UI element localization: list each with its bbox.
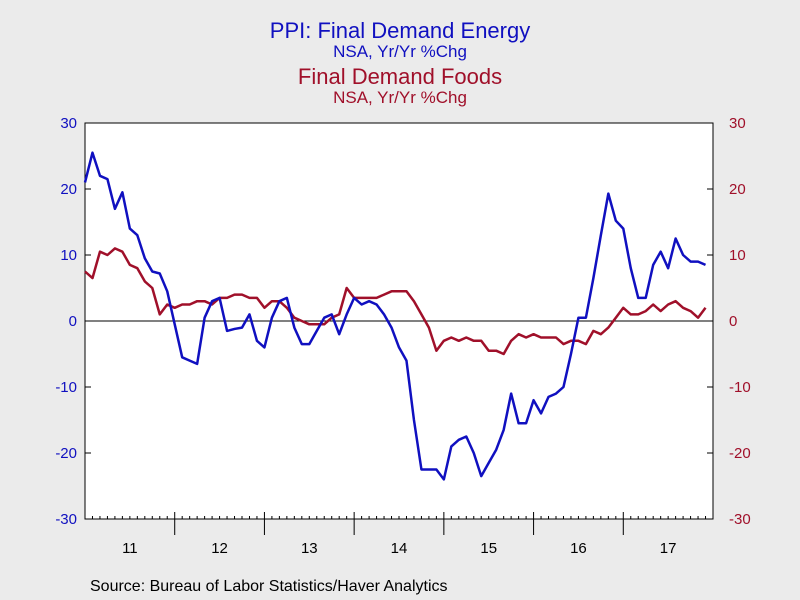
y-left-tick-label: 20 — [60, 181, 77, 198]
chart-title-energy: PPI: Final Demand Energy — [269, 18, 531, 43]
x-tick-label: 17 — [660, 540, 677, 557]
y-right-tick-label: -10 — [729, 379, 751, 396]
source-note: Source: Bureau of Labor Statistics/Haver… — [90, 578, 448, 595]
y-right-tick-label: 0 — [729, 313, 737, 330]
y-left-tick-label: -30 — [55, 511, 77, 528]
x-tick-label: 12 — [211, 540, 228, 557]
x-tick-label: 16 — [570, 540, 587, 557]
series-line-energy — [83, 151, 707, 481]
chart-title-foods: Final Demand Foods — [297, 64, 503, 89]
x-tick-label: 14 — [391, 540, 408, 557]
chart-subtitle-energy: NSA, Yr/Yr %Chg — [333, 42, 467, 61]
y-left-tick-label: 0 — [69, 313, 77, 330]
x-tick-label: 15 — [480, 540, 497, 557]
chart-subtitle-foods: NSA, Yr/Yr %Chg — [333, 88, 467, 107]
y-right-tick-label: -20 — [729, 445, 751, 462]
y-right-tick-label: -30 — [729, 511, 751, 528]
x-tick-label: 13 — [301, 540, 318, 557]
y-left-tick-label: 30 — [60, 115, 77, 132]
y-right-tick-label: 20 — [729, 181, 746, 198]
y-left-tick-label: -20 — [55, 445, 77, 462]
y-left-tick-label: -10 — [55, 379, 77, 396]
series-line-foods — [84, 247, 707, 356]
y-right-tick-label: 30 — [729, 115, 746, 132]
y-right-tick-label: 10 — [729, 247, 746, 264]
y-left-tick-label: 10 — [60, 247, 77, 264]
x-tick-label: 11 — [122, 540, 138, 557]
